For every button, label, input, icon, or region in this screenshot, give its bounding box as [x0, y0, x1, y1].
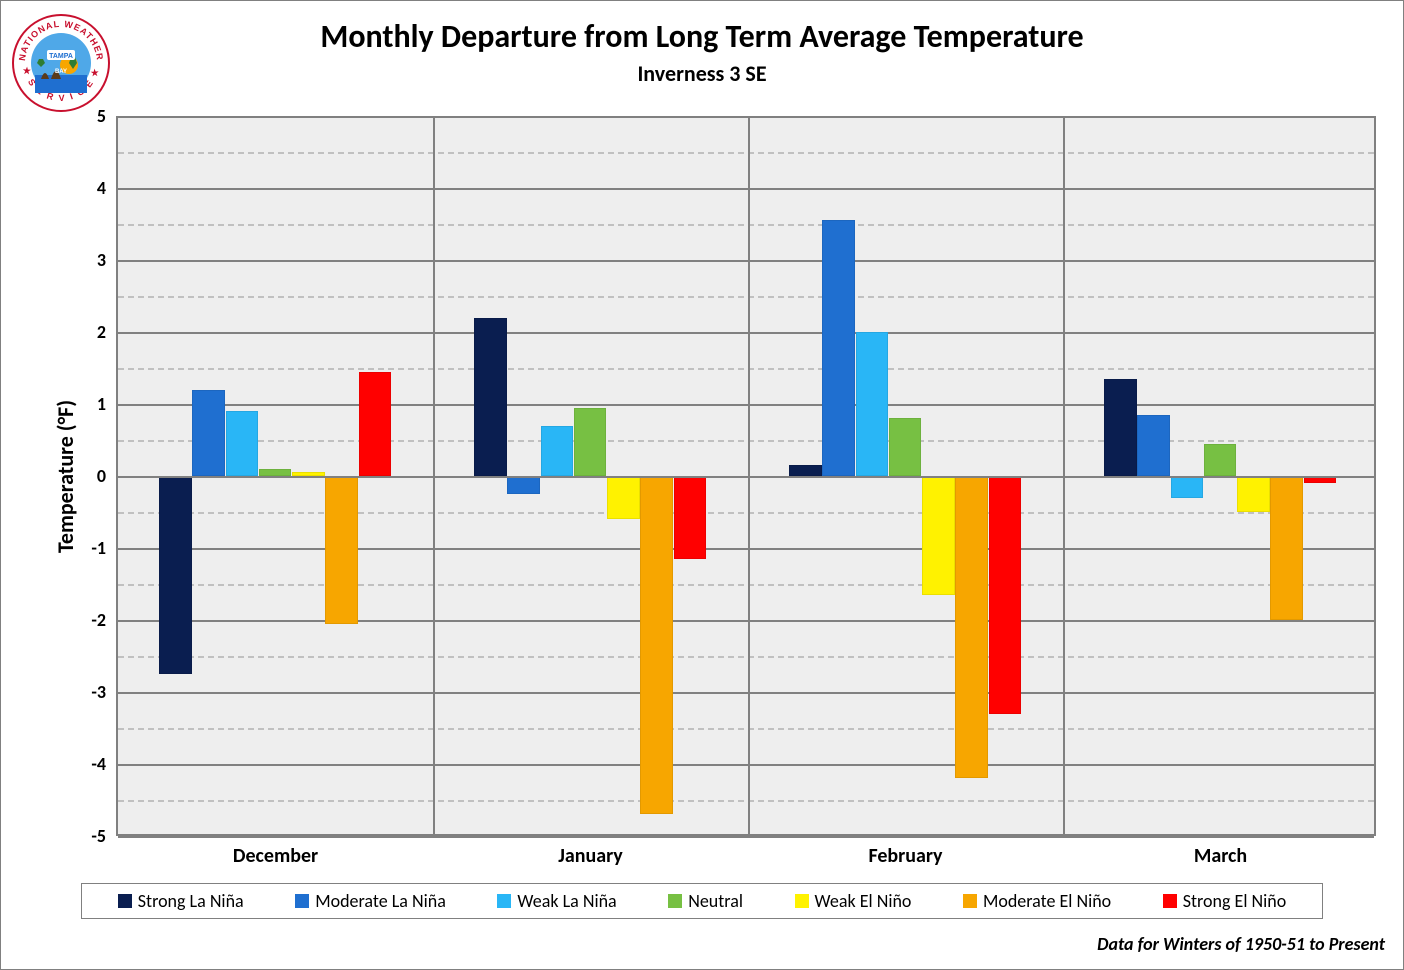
legend-item: Moderate El Niño [963, 890, 1111, 912]
bar [1171, 476, 1204, 498]
chart-frame: NATIONAL WEATHER ★ S E R V I C E ★ TAMPA… [0, 0, 1404, 970]
legend-swatch [668, 894, 682, 908]
legend-swatch [295, 894, 309, 908]
y-tick-label: 3 [66, 249, 106, 271]
bar [1237, 476, 1270, 512]
grid-minor [118, 584, 1374, 586]
bar [922, 476, 955, 595]
grid-minor [118, 296, 1374, 298]
grid-major [118, 188, 1374, 190]
bar [1204, 444, 1237, 476]
y-tick-label: 0 [66, 465, 106, 487]
grid-major [118, 404, 1374, 406]
bar [1137, 415, 1170, 476]
title-block: Monthly Departure from Long Term Average… [1, 19, 1403, 87]
legend-swatch [118, 894, 132, 908]
grid-major [118, 116, 1374, 118]
grid-minor [118, 512, 1374, 514]
grid-minor [118, 656, 1374, 658]
legend-item: Weak La Niña [497, 890, 616, 912]
grid-major [118, 260, 1374, 262]
bar [822, 220, 855, 476]
bar [474, 318, 507, 476]
bar [989, 476, 1022, 714]
bar [789, 465, 822, 476]
bar [574, 408, 607, 476]
x-tick-label: February [868, 844, 942, 868]
legend-swatch [1163, 894, 1177, 908]
y-tick-label: 1 [66, 393, 106, 415]
category-separator [433, 116, 435, 834]
legend: Strong La Niña Moderate La Niña Weak La Ni… [81, 883, 1323, 919]
bar [192, 390, 225, 476]
y-tick-label: -3 [66, 681, 106, 703]
bar [359, 372, 392, 476]
grid-major [118, 620, 1374, 622]
bar [1270, 476, 1303, 620]
bar [541, 426, 574, 476]
grid-minor [118, 440, 1374, 442]
grid-major [118, 764, 1374, 766]
legend-swatch [497, 894, 511, 908]
grid-minor [118, 800, 1374, 802]
bar [674, 476, 707, 559]
grid-major [118, 836, 1374, 838]
grid-minor [118, 728, 1374, 730]
bar [226, 411, 259, 476]
legend-swatch [963, 894, 977, 908]
bar [259, 469, 292, 476]
legend-item: Neutral [668, 890, 743, 912]
chart-subtitle: Inverness 3 SE [1, 60, 1403, 87]
y-tick-label: -1 [66, 537, 106, 559]
y-tick-label: -4 [66, 753, 106, 775]
bar [1104, 379, 1137, 476]
y-tick-label: 5 [66, 105, 106, 127]
bar [955, 476, 988, 778]
y-tick-label: 4 [66, 177, 106, 199]
legend-label: Moderate La Niña [315, 890, 446, 912]
x-tick-label: January [558, 844, 623, 868]
legend-item: Weak El Niño [795, 890, 912, 912]
legend-label: Neutral [688, 890, 743, 912]
bar [607, 476, 640, 519]
legend-label: Weak La Niña [517, 890, 616, 912]
category-separator [1063, 116, 1065, 834]
bar [856, 332, 889, 476]
legend-item: Moderate La Niña [295, 890, 446, 912]
x-tick-label: March [1194, 844, 1247, 868]
grid-minor [118, 368, 1374, 370]
bar [889, 418, 922, 476]
grid-major [118, 332, 1374, 334]
legend-item: Strong La Niña [118, 890, 244, 912]
footnote: Data for Winters of 1950-51 to Present [1097, 933, 1385, 955]
y-tick-label: 2 [66, 321, 106, 343]
plot-area: DecemberJanuaryFebruaryMarch [116, 116, 1376, 836]
legend-swatch [795, 894, 809, 908]
zero-line [118, 476, 1374, 478]
bar [640, 476, 673, 814]
chart-title: Monthly Departure from Long Term Average… [1, 19, 1403, 56]
grid-minor [118, 224, 1374, 226]
bar [507, 476, 540, 494]
grid-major [118, 692, 1374, 694]
x-tick-label: December [233, 844, 318, 868]
grid-major [118, 548, 1374, 550]
grid-minor [118, 152, 1374, 154]
legend-label: Strong El Niño [1183, 890, 1286, 912]
legend-label: Strong La Niña [138, 890, 244, 912]
bar [325, 476, 358, 624]
y-tick-label: -2 [66, 609, 106, 631]
legend-item: Strong El Niño [1163, 890, 1286, 912]
legend-label: Moderate El Niño [983, 890, 1111, 912]
category-separator [748, 116, 750, 834]
bar [159, 476, 192, 674]
y-tick-label: -5 [66, 825, 106, 847]
legend-label: Weak El Niño [815, 890, 912, 912]
